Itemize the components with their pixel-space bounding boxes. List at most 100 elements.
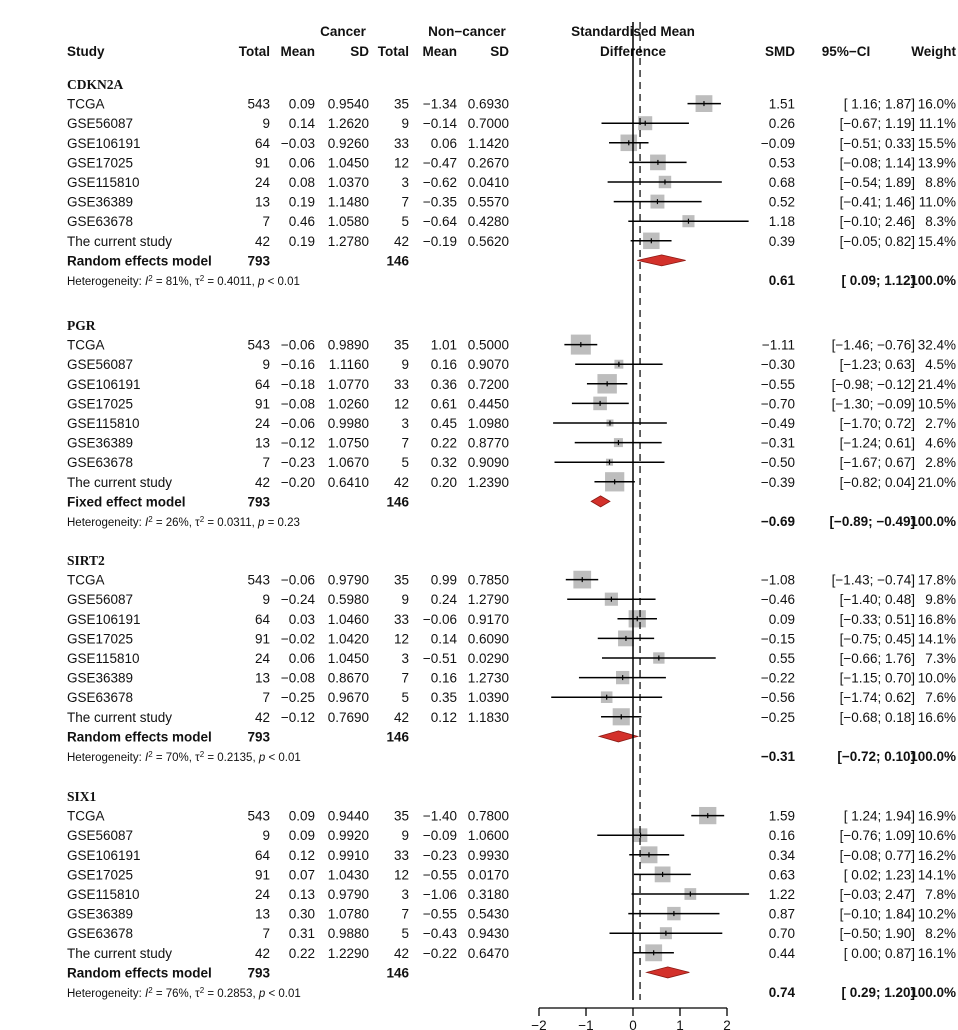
study-name: GSE17025 <box>67 155 133 170</box>
pooled-diamond <box>637 254 686 267</box>
cell-weight: 16.9% <box>918 809 956 824</box>
study-name: TCGA <box>67 809 105 824</box>
cell-weight: 7.3% <box>925 651 956 666</box>
cell-mean-1: −0.06 <box>281 338 315 353</box>
pooled-smd: −0.69 <box>761 514 795 529</box>
cell-ci: [−0.68; 0.18] <box>840 710 915 725</box>
cell-sd-1: 0.9910 <box>328 848 369 863</box>
header-smd: SMD <box>765 44 795 59</box>
cell-ci: [−1.46; −0.76] <box>832 338 915 353</box>
cell-weight: 9.8% <box>925 592 956 607</box>
cell-mean-2: −0.23 <box>423 848 457 863</box>
cell-total-1: 13 <box>255 671 270 686</box>
cell-total-1: 24 <box>255 416 271 431</box>
cell-mean-1: −0.12 <box>281 436 315 451</box>
cell-smd: 0.44 <box>769 946 796 961</box>
cell-total-1: 7 <box>262 690 270 705</box>
pooled-total-1: 793 <box>247 729 270 744</box>
study-name: GSE115810 <box>67 651 140 666</box>
cell-sd-1: 1.2780 <box>328 234 369 249</box>
cell-weight: 4.6% <box>925 436 956 451</box>
cell-ci: [ 0.02; 1.23] <box>844 867 915 882</box>
cell-sd-2: 1.0600 <box>468 828 509 843</box>
cell-sd-2: 0.0170 <box>468 867 509 882</box>
cell-total-1: 91 <box>255 396 270 411</box>
x-axis-tick-label: 2 <box>723 1018 731 1030</box>
cell-sd-2: 0.4450 <box>468 396 509 411</box>
cell-total-1: 543 <box>247 338 270 353</box>
cell-mean-2: −0.55 <box>423 867 457 882</box>
cell-total-2: 5 <box>401 926 409 941</box>
cell-ci: [−1.30; −0.09] <box>832 396 915 411</box>
cell-sd-2: 0.7000 <box>468 116 509 131</box>
cell-sd-1: 0.7690 <box>328 710 369 725</box>
study-name: GSE63678 <box>67 214 133 229</box>
cell-total-2: 42 <box>394 710 409 725</box>
heterogeneity-text: Heterogeneity: I2 = 26%, τ2 = 0.0311, p … <box>67 514 300 529</box>
header-ci: 95%−CI <box>822 44 870 59</box>
cell-smd: 0.26 <box>769 116 795 131</box>
pooled-weight: 100.0% <box>910 273 956 288</box>
pooled-smd: −0.31 <box>761 749 796 764</box>
cell-mean-2: 0.24 <box>431 592 458 607</box>
study-name: TCGA <box>67 573 105 588</box>
cell-ci: [−0.51; 0.33] <box>840 136 915 151</box>
cell-smd: −0.46 <box>761 592 795 607</box>
cell-sd-1: 0.9540 <box>328 97 369 112</box>
cell-smd: 1.51 <box>769 97 795 112</box>
cell-mean-1: −0.16 <box>281 357 315 372</box>
cell-sd-2: 0.9070 <box>468 357 509 372</box>
cell-sd-2: 0.7800 <box>468 809 509 824</box>
plot-layer <box>551 22 750 1000</box>
cell-mean-1: 0.09 <box>289 828 315 843</box>
cell-mean-2: 0.20 <box>431 475 457 490</box>
cell-smd: −0.55 <box>761 377 795 392</box>
cell-ci: [−0.98; −0.12] <box>832 377 915 392</box>
pooled-weight: 100.0% <box>910 514 956 529</box>
cell-mean-2: −0.35 <box>423 195 457 210</box>
header-total-2: Total <box>378 44 409 59</box>
cell-mean-1: 0.06 <box>289 651 315 666</box>
cell-sd-2: 0.8770 <box>468 436 509 451</box>
cell-smd: 0.09 <box>769 612 795 627</box>
header-mean-1: Mean <box>280 44 315 59</box>
cell-sd-1: 0.9920 <box>328 828 369 843</box>
header-noncancer: Non−cancer <box>428 24 506 39</box>
cell-total-1: 9 <box>262 357 270 372</box>
cell-mean-1: −0.03 <box>281 136 315 151</box>
cell-mean-1: 0.12 <box>289 848 315 863</box>
cell-mean-2: 0.06 <box>431 136 457 151</box>
cell-sd-1: 1.0460 <box>328 612 369 627</box>
cell-total-2: 12 <box>394 631 409 646</box>
header-sd-1: SD <box>350 44 369 59</box>
cell-total-2: 35 <box>394 809 409 824</box>
cell-sd-2: 0.6470 <box>468 946 509 961</box>
cell-total-2: 3 <box>401 175 409 190</box>
cell-total-1: 9 <box>262 592 270 607</box>
cell-total-2: 33 <box>394 848 409 863</box>
cell-ci: [−0.50; 1.90] <box>840 926 915 941</box>
cell-ci: [−0.82; 0.04] <box>840 475 915 490</box>
cell-ci: [−1.74; 0.62] <box>840 690 915 705</box>
cell-ci: [−0.67; 1.19] <box>840 116 915 131</box>
cell-total-2: 3 <box>401 651 409 666</box>
cell-mean-1: 0.07 <box>289 867 315 882</box>
study-name: GSE115810 <box>67 175 140 190</box>
study-name: GSE36389 <box>67 907 133 922</box>
cell-sd-1: 0.6410 <box>328 475 369 490</box>
cell-ci: [−1.43; −0.74] <box>832 573 915 588</box>
x-axis-tick-label: −2 <box>531 1018 546 1030</box>
cell-weight: 16.0% <box>918 97 956 112</box>
cell-sd-2: 0.5430 <box>468 907 509 922</box>
cell-ci: [−0.76; 1.09] <box>840 828 915 843</box>
cell-weight: 10.0% <box>918 671 956 686</box>
cell-ci: [−0.75; 0.45] <box>840 631 915 646</box>
cell-smd: −0.09 <box>761 136 795 151</box>
cell-smd: 0.16 <box>769 828 795 843</box>
study-name: The current study <box>67 946 172 961</box>
pooled-model-label: Random effects model <box>67 729 212 744</box>
cell-total-1: 64 <box>255 136 271 151</box>
cell-total-2: 7 <box>401 907 409 922</box>
cell-total-1: 9 <box>262 828 270 843</box>
